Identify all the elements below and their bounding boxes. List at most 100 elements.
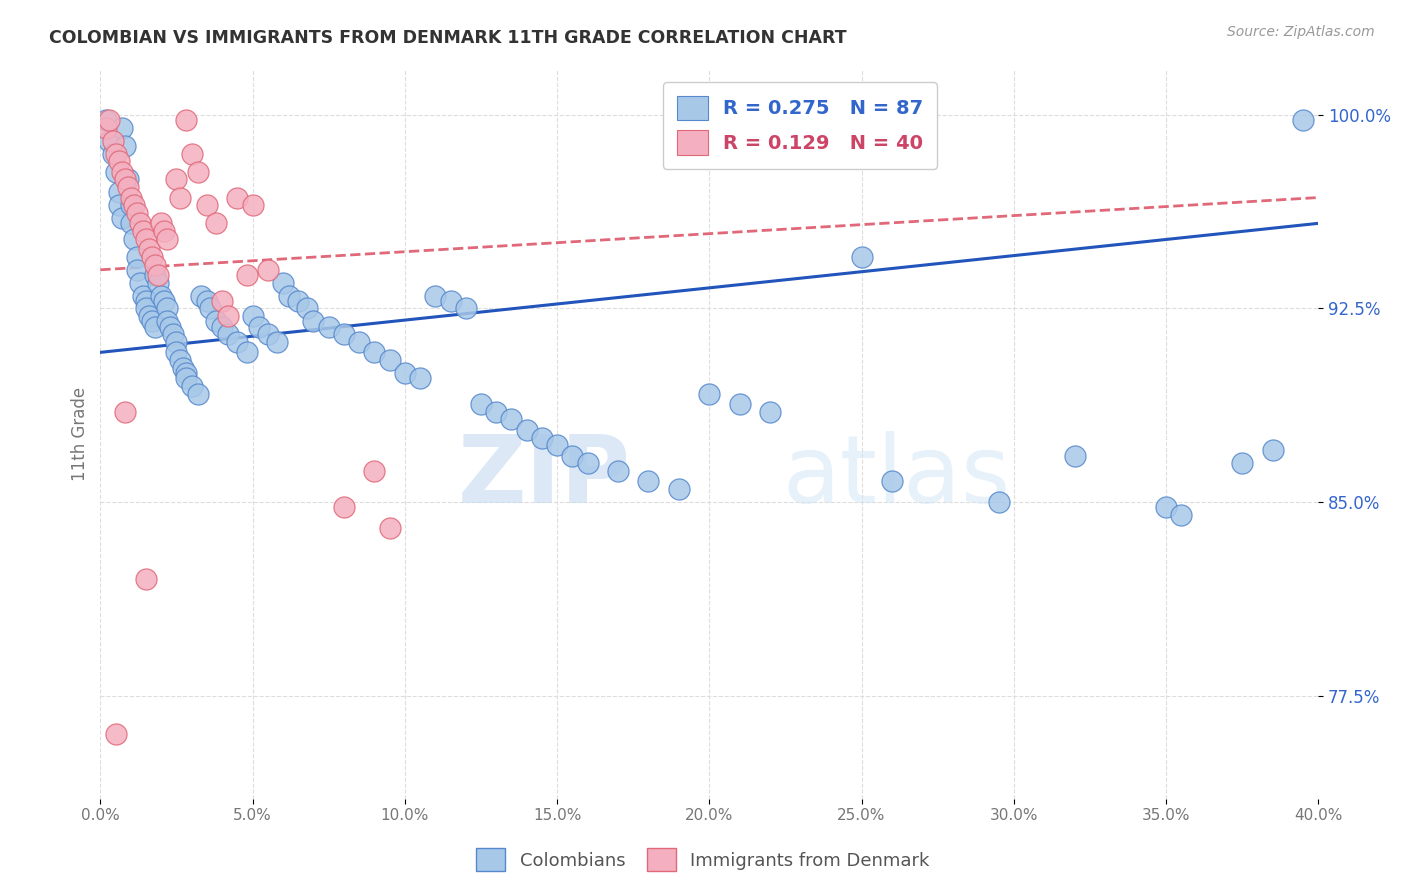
Point: [880, 475, 903, 489]
Point: [159, 319, 181, 334]
Point: [235, 345, 257, 359]
Point: [1292, 113, 1315, 128]
Point: [256, 327, 278, 342]
Point: [132, 224, 155, 238]
Point: [1063, 449, 1085, 463]
Point: [96, 113, 118, 128]
Point: [153, 224, 176, 238]
Point: [143, 319, 166, 334]
Point: [107, 186, 129, 200]
Point: [439, 293, 461, 308]
Point: [333, 327, 356, 342]
Point: [107, 154, 129, 169]
Point: [297, 301, 319, 316]
Point: [132, 288, 155, 302]
Point: [287, 293, 309, 308]
Point: [728, 397, 751, 411]
Point: [697, 386, 720, 401]
Point: [120, 216, 142, 230]
Point: [318, 319, 340, 334]
Point: [148, 276, 170, 290]
Point: [205, 314, 228, 328]
Point: [120, 198, 142, 212]
Point: [104, 165, 127, 179]
Point: [363, 345, 385, 359]
Point: [166, 172, 188, 186]
Point: [198, 301, 221, 316]
Point: [668, 482, 690, 496]
Point: [217, 310, 239, 324]
Point: [394, 366, 416, 380]
Point: [378, 353, 401, 368]
Point: [987, 495, 1010, 509]
Point: [150, 216, 173, 230]
Point: [125, 262, 148, 277]
Point: [333, 500, 356, 515]
Y-axis label: 11th Grade: 11th Grade: [72, 386, 89, 481]
Point: [125, 206, 148, 220]
Point: [180, 146, 202, 161]
Point: [1230, 456, 1253, 470]
Point: [226, 190, 249, 204]
Text: atlas: atlas: [782, 432, 1011, 524]
Point: [129, 216, 152, 230]
Point: [143, 268, 166, 282]
Point: [156, 301, 179, 316]
Point: [187, 386, 209, 401]
Text: ZIP: ZIP: [457, 432, 630, 524]
Point: [363, 464, 385, 478]
Point: [117, 180, 139, 194]
Point: [211, 319, 233, 334]
Point: [226, 334, 249, 349]
Point: [187, 165, 209, 179]
Point: [162, 327, 184, 342]
Point: [148, 268, 170, 282]
Point: [347, 334, 370, 349]
Point: [470, 397, 492, 411]
Point: [96, 120, 118, 135]
Point: [135, 232, 157, 246]
Point: [172, 360, 194, 375]
Point: [501, 412, 523, 426]
Point: [637, 475, 659, 489]
Point: [174, 366, 197, 380]
Point: [169, 353, 191, 368]
Point: [156, 314, 179, 328]
Point: [378, 521, 401, 535]
Point: [247, 319, 270, 334]
Point: [530, 430, 553, 444]
Point: [111, 120, 134, 135]
Point: [98, 134, 121, 148]
Point: [125, 250, 148, 264]
Point: [135, 301, 157, 316]
Point: [150, 288, 173, 302]
Point: [129, 276, 152, 290]
Point: [174, 371, 197, 385]
Point: [101, 146, 124, 161]
Point: [120, 190, 142, 204]
Point: [153, 293, 176, 308]
Point: [759, 405, 782, 419]
Point: [271, 276, 294, 290]
Point: [302, 314, 325, 328]
Point: [242, 198, 264, 212]
Point: [135, 573, 157, 587]
Point: [111, 211, 134, 226]
Point: [409, 371, 432, 385]
Point: [166, 334, 188, 349]
Point: [195, 198, 218, 212]
Point: [122, 232, 145, 246]
Point: [156, 232, 179, 246]
Point: [98, 113, 121, 128]
Point: [114, 405, 136, 419]
Point: [143, 258, 166, 272]
Point: [425, 288, 447, 302]
Text: Source: ZipAtlas.com: Source: ZipAtlas.com: [1227, 25, 1375, 39]
Point: [117, 172, 139, 186]
Point: [114, 172, 136, 186]
Legend: Colombians, Immigrants from Denmark: Colombians, Immigrants from Denmark: [470, 841, 936, 879]
Point: [138, 310, 160, 324]
Legend: R = 0.275   N = 87, R = 0.129   N = 40: R = 0.275 N = 87, R = 0.129 N = 40: [664, 82, 936, 169]
Point: [607, 464, 630, 478]
Point: [1154, 500, 1177, 515]
